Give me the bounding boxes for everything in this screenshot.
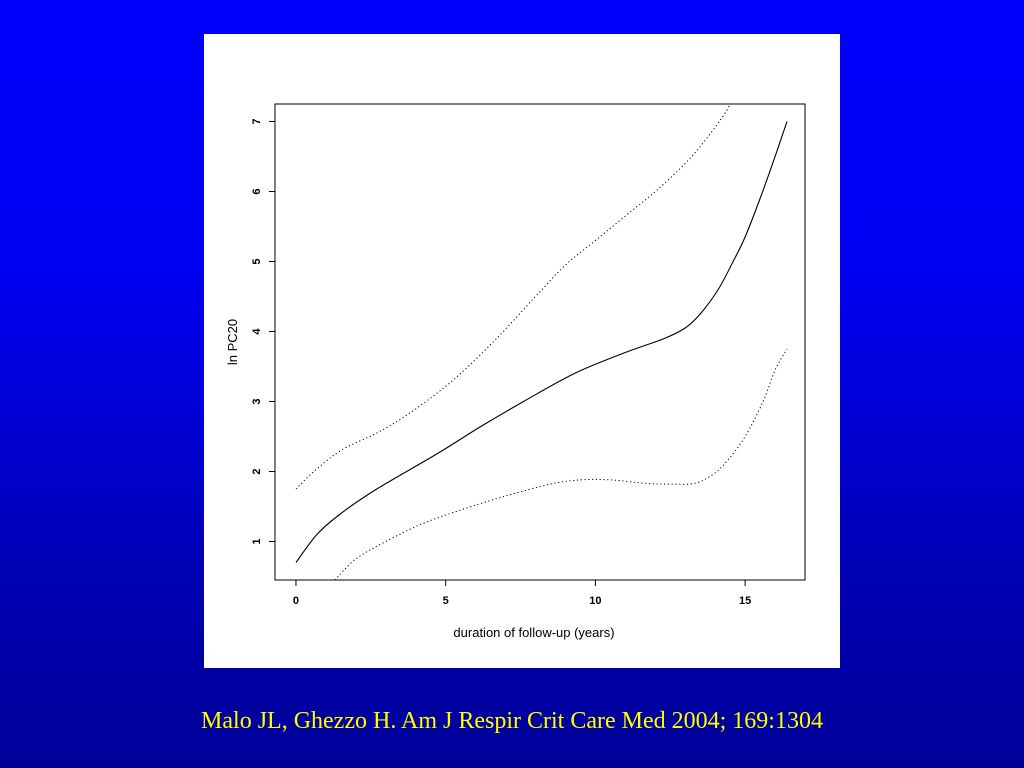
x-tick-label: 15 bbox=[739, 595, 751, 607]
x-tick-label: 10 bbox=[589, 595, 601, 607]
y-tick-label: 3 bbox=[251, 398, 263, 404]
plot-frame bbox=[274, 103, 806, 581]
line-chart: 0 5 10 15 1 2 3 4 5 6 7 duration of follow-up (ye… bbox=[225, 103, 806, 640]
series-group bbox=[295, 103, 788, 581]
figure-panel: 0 5 10 15 1 2 3 4 5 6 7 duration of follow-up (ye… bbox=[204, 34, 840, 668]
y-axis-ticks: 1 2 3 4 5 6 7 bbox=[251, 118, 275, 545]
y-tick-label: 2 bbox=[251, 468, 263, 474]
y-tick-label: 1 bbox=[251, 538, 263, 544]
fitted-curve-line bbox=[295, 121, 788, 563]
x-axis-title: duration of follow-up (years) bbox=[453, 625, 614, 640]
y-tick-label: 6 bbox=[251, 188, 263, 194]
y-axis-title: ln PC20 bbox=[225, 319, 240, 365]
citation-text: Malo JL, Ghezzo H. Am J Respir Crit Care… bbox=[201, 708, 823, 734]
y-tick-label: 4 bbox=[251, 328, 263, 335]
x-tick-label: 5 bbox=[443, 595, 449, 607]
y-tick-label: 7 bbox=[251, 118, 263, 124]
confidence-band-line bbox=[334, 348, 788, 581]
confidence-band-line bbox=[295, 103, 731, 490]
y-tick-label: 5 bbox=[251, 258, 263, 264]
x-tick-label: 0 bbox=[293, 595, 299, 607]
x-axis-ticks: 0 5 10 15 bbox=[293, 580, 751, 607]
